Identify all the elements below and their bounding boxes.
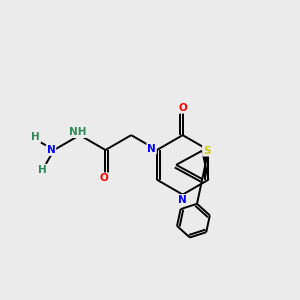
Text: NH: NH — [70, 127, 87, 137]
Text: N: N — [147, 143, 156, 154]
Text: N: N — [46, 145, 56, 155]
Text: H: H — [38, 165, 47, 175]
Text: O: O — [100, 173, 108, 183]
Text: S: S — [203, 146, 211, 156]
Text: H: H — [32, 132, 40, 142]
Text: N: N — [178, 195, 187, 205]
Text: O: O — [178, 103, 187, 113]
